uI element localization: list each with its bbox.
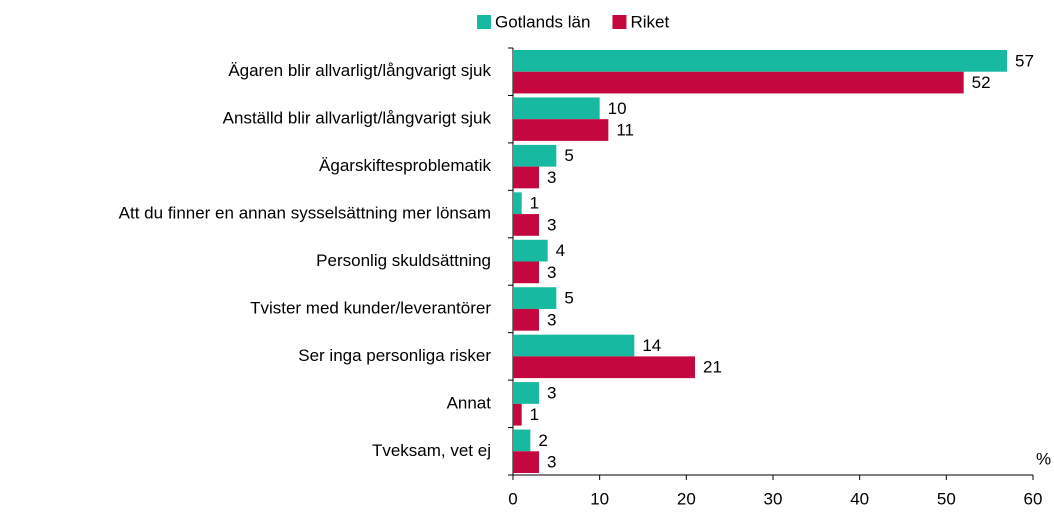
value-label: 4 — [556, 241, 565, 260]
bar — [513, 119, 609, 141]
legend-label: Riket — [630, 12, 669, 31]
value-label: 3 — [547, 310, 556, 329]
value-label: 57 — [1015, 51, 1034, 70]
value-label: 3 — [547, 215, 556, 234]
bar — [513, 50, 1007, 72]
category-label: Personlig skuldsättning — [316, 251, 491, 270]
x-tick-label: 50 — [937, 489, 956, 508]
category-label: Anställd blir allvarligt/långvarigt sjuk — [223, 109, 492, 128]
category-label: Tveksam, vet ej — [372, 441, 491, 460]
value-label: 14 — [642, 336, 661, 355]
bar — [513, 97, 600, 120]
bar — [513, 334, 635, 357]
bar — [513, 144, 557, 167]
value-label: 3 — [547, 263, 556, 282]
value-label: 3 — [547, 168, 556, 187]
axis-unit: % — [1036, 449, 1051, 468]
x-tick-label: 60 — [1024, 489, 1043, 508]
bar — [513, 403, 522, 426]
value-label: 1 — [530, 405, 539, 424]
category-label: Tvister med kunder/leverantörer — [250, 298, 491, 317]
bar — [513, 451, 539, 473]
legend-label: Gotlands län — [495, 12, 590, 31]
value-label: 2 — [538, 431, 547, 450]
value-label: 1 — [530, 194, 539, 213]
bar — [513, 429, 531, 452]
value-label: 3 — [547, 383, 556, 402]
bar — [513, 382, 539, 404]
category-label: Ägarskiftesproblematik — [319, 156, 491, 175]
bar — [513, 356, 695, 379]
bar — [513, 261, 539, 284]
bar — [513, 71, 964, 94]
value-label: 5 — [564, 146, 573, 165]
x-tick-label: 20 — [677, 489, 696, 508]
value-label: 52 — [972, 73, 991, 92]
category-label: Att du finner en annan sysselsättning me… — [119, 204, 491, 223]
x-tick-label: 30 — [764, 489, 783, 508]
legend-swatch — [477, 15, 491, 29]
x-tick-label: 0 — [508, 489, 517, 508]
value-label: 21 — [703, 358, 722, 377]
value-label: 11 — [616, 121, 634, 140]
x-tick-label: 10 — [590, 489, 609, 508]
x-tick-label: 40 — [850, 489, 869, 508]
bar — [513, 287, 557, 309]
category-label: Ser inga personliga risker — [298, 346, 491, 365]
bar — [513, 239, 548, 262]
value-label: 5 — [564, 289, 573, 308]
category-label: Ägaren blir allvarligt/långvarigt sjuk — [228, 61, 491, 80]
legend-swatch — [612, 15, 627, 29]
bar — [513, 166, 539, 189]
bar — [513, 308, 539, 331]
bar — [513, 192, 522, 215]
value-label: 10 — [608, 99, 627, 118]
value-label: 3 — [547, 453, 556, 472]
category-label: Annat — [447, 393, 492, 412]
bar — [513, 214, 539, 236]
